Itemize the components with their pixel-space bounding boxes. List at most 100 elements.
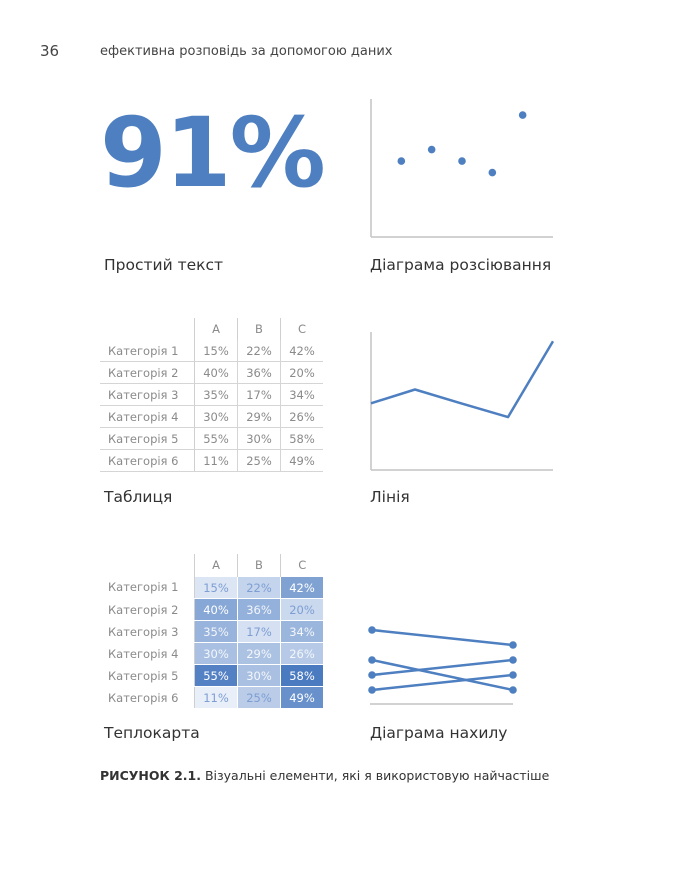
line-caption: Лінія <box>370 488 410 506</box>
slope-end-point <box>509 656 517 664</box>
heatmap-caption: Теплокарта <box>104 724 200 742</box>
heatmap-row: Категорія 2 40% 36% 20% <box>100 598 324 621</box>
heatmap-column-header: B <box>237 554 281 577</box>
table-cell: 11% <box>194 449 238 472</box>
table-cell: 35% <box>194 383 238 406</box>
slope-line <box>371 658 514 692</box>
column-header: A <box>194 318 238 340</box>
heatmap-row: Категорія 6 11% 25% 49% <box>100 686 324 709</box>
heatmap-row-label: Категорія 6 <box>100 686 195 709</box>
page-number: 36 <box>40 42 60 60</box>
slope-start-point <box>368 671 376 679</box>
row-label: Категорія 5 <box>100 427 195 450</box>
heatmap-cell: 49% <box>280 686 324 709</box>
scatter-point <box>427 145 436 154</box>
table-cell: 42% <box>280 340 323 362</box>
heatmap-row: Категорія 4 30% 29% 26% <box>100 642 324 665</box>
simple-text-caption: Простий текст <box>104 256 224 274</box>
running-title: ефективна розповідь за допомогою даних <box>100 44 393 59</box>
heatmap-cell: 29% <box>237 642 281 665</box>
heatmap-cell: 40% <box>194 598 238 621</box>
heatmap-cell: 25% <box>237 686 281 709</box>
scatter-chart <box>370 99 553 238</box>
heatmap-cell: 17% <box>237 620 281 643</box>
scatter-point <box>397 157 406 165</box>
heatmap-cell: 26% <box>280 642 324 665</box>
table-cell: 30% <box>237 427 281 450</box>
line-series <box>370 340 555 419</box>
heatmap-row: Категорія 5 55% 30% 58% <box>100 664 324 687</box>
line-chart <box>370 332 555 471</box>
heatmap-row-label: Категорія 4 <box>100 642 195 665</box>
slope-start-point <box>368 686 376 694</box>
table-row: Категорія 3 35% 17% 34% <box>100 383 323 406</box>
heatmap-cell: 11% <box>194 686 238 709</box>
row-label: Категорія 3 <box>100 383 195 406</box>
scatter-point <box>518 111 527 119</box>
data-table: A B C Категорія 1 15% 22% 42% Категорія 2 40% 36%… <box>100 318 323 472</box>
table-cell: 15% <box>194 340 238 362</box>
table-row: Категорія 2 40% 36% 20% <box>100 361 323 384</box>
row-label: Категорія 1 <box>100 340 195 362</box>
heatmap-cell: 22% <box>237 576 281 599</box>
heatmap-cell: 30% <box>194 642 238 665</box>
table-row: Категорія 4 30% 29% 26% <box>100 405 323 428</box>
heatmap-cell: 35% <box>194 620 238 643</box>
table-cell: 22% <box>237 340 281 362</box>
slope-start-point <box>368 626 376 634</box>
slope-end-point <box>509 641 517 649</box>
table-row: Категорія 5 55% 30% 58% <box>100 427 323 450</box>
heatmap-table: A B C Категорія 1 15% 22% 42% Категорія 2 40% 36%… <box>100 554 324 709</box>
column-header: C <box>280 318 323 340</box>
heatmap-row-label: Категорія 1 <box>100 576 195 599</box>
column-header: B <box>237 318 281 340</box>
table-cell: 49% <box>280 449 323 472</box>
heatmap-cell: 42% <box>280 576 324 599</box>
scatter-caption: Діаграма розсіювання <box>370 256 552 274</box>
heatmap-column-header: A <box>194 554 238 577</box>
table-cell: 30% <box>194 405 238 428</box>
heatmap-cell: 15% <box>194 576 238 599</box>
heatmap-row-label: Категорія 3 <box>100 620 195 643</box>
slope-line <box>371 628 514 647</box>
table-cell: 40% <box>194 361 238 384</box>
heatmap-cell: 20% <box>280 598 324 621</box>
big-number: 91% <box>100 97 326 209</box>
row-label: Категорія 4 <box>100 405 195 428</box>
slope-caption: Діаграма нахилу <box>370 724 508 742</box>
slope-line <box>371 673 514 692</box>
heatmap-row-label: Категорія 5 <box>100 664 195 687</box>
heatmap-row-label: Категорія 2 <box>100 598 195 621</box>
table-cell: 20% <box>280 361 323 384</box>
row-label: Категорія 6 <box>100 449 195 472</box>
table-row: Категорія 6 11% 25% 49% <box>100 449 323 472</box>
heatmap-cell: 58% <box>280 664 324 687</box>
heatmap-cell: 36% <box>237 598 281 621</box>
table-row: Категорія 1 15% 22% 42% <box>100 340 323 362</box>
table-cell: 58% <box>280 427 323 450</box>
scatter-point <box>458 157 466 165</box>
slope-end-point <box>509 686 517 694</box>
heatmap-cell: 30% <box>237 664 281 687</box>
slope-end-point <box>509 671 517 679</box>
table-caption: Таблиця <box>104 488 173 506</box>
figure-text: Візуальні елементи, які я використовую н… <box>200 768 550 783</box>
table-cell: 29% <box>237 405 281 428</box>
table-cell: 17% <box>237 383 281 406</box>
heatmap-row: Категорія 3 35% 17% 34% <box>100 620 324 643</box>
slope-line <box>371 658 514 677</box>
table-cell: 34% <box>280 383 323 406</box>
slope-start-point <box>368 656 376 664</box>
table-cell: 26% <box>280 405 323 428</box>
heatmap-cell: 55% <box>194 664 238 687</box>
table-cell: 55% <box>194 427 238 450</box>
row-label: Категорія 2 <box>100 361 195 384</box>
figure-caption: РИСУНОК 2.1. Візуальні елементи, які я в… <box>100 768 549 783</box>
heatmap-cell: 34% <box>280 620 324 643</box>
slope-chart <box>368 626 517 705</box>
heatmap-row: Категорія 1 15% 22% 42% <box>100 576 324 599</box>
figure-label: РИСУНОК 2.1. <box>100 768 201 783</box>
table-cell: 36% <box>237 361 281 384</box>
